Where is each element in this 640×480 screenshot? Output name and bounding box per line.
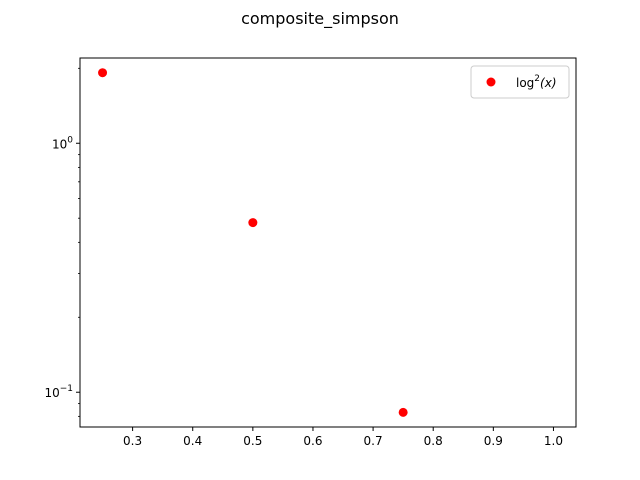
data-point-0-1 bbox=[248, 218, 258, 228]
y-tick-label-0: 10−1 bbox=[44, 384, 73, 400]
x-tick-label-3: 0.6 bbox=[303, 434, 322, 448]
x-tick-label-1: 0.4 bbox=[183, 434, 202, 448]
x-tick-label-0: 0.3 bbox=[123, 434, 142, 448]
legend-frame bbox=[470, 65, 570, 99]
data-point-0-2 bbox=[398, 407, 408, 417]
legend-marker bbox=[486, 77, 496, 87]
x-tick-label-2: 0.5 bbox=[243, 434, 262, 448]
chart-title: composite_simpson bbox=[241, 9, 399, 29]
data-point-0-0 bbox=[98, 68, 108, 78]
x-tick-label-5: 0.8 bbox=[424, 434, 443, 448]
plot-area bbox=[98, 68, 408, 417]
x-tick-label-6: 0.9 bbox=[484, 434, 503, 448]
x-tick-label-4: 0.7 bbox=[364, 434, 383, 448]
axes: 0.3 0.4 0.5 0.6 0.7 0.8 0.9 1.0 10−1 100 bbox=[44, 57, 577, 448]
axes-frame bbox=[79, 57, 577, 428]
legend-label: log2(x) bbox=[516, 74, 557, 90]
x-tick-label-7: 1.0 bbox=[544, 434, 563, 448]
legend: log2(x) bbox=[470, 65, 570, 99]
y-tick-label-1: 100 bbox=[52, 135, 73, 151]
